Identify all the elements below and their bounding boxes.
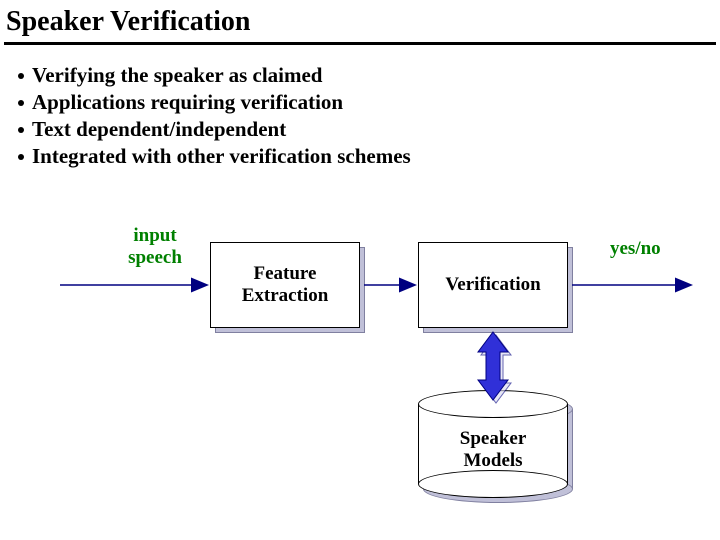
bullet-item: Text dependent/independent (18, 117, 720, 142)
bullet-dot-icon (18, 73, 24, 79)
bullet-text: Verifying the speaker as claimed (32, 63, 322, 88)
verification-box: Verification (418, 242, 568, 328)
bullet-item: Applications requiring verification (18, 90, 720, 115)
bullet-item: Integrated with other verification schem… (18, 144, 720, 169)
bullet-item: Verifying the speaker as claimed (18, 63, 720, 88)
input-speech-label: inputspeech (115, 225, 195, 269)
bullet-dot-icon (18, 127, 24, 133)
bullet-text: Text dependent/independent (32, 117, 286, 142)
output-yesno-label: yes/no (610, 238, 661, 260)
feature-extraction-label: FeatureExtraction (242, 263, 329, 307)
bullet-text: Integrated with other verification schem… (32, 144, 411, 169)
slide-title: Speaker Verification (0, 0, 720, 42)
bullet-list: Verifying the speaker as claimed Applica… (0, 45, 720, 169)
verification-label: Verification (445, 274, 540, 296)
speaker-models-label: SpeakerModels (418, 428, 568, 472)
feature-extraction-box: FeatureExtraction (210, 242, 360, 328)
bullet-dot-icon (18, 100, 24, 106)
bullet-dot-icon (18, 154, 24, 160)
bullet-text: Applications requiring verification (32, 90, 343, 115)
speaker-models-cylinder: SpeakerModels (418, 404, 568, 498)
